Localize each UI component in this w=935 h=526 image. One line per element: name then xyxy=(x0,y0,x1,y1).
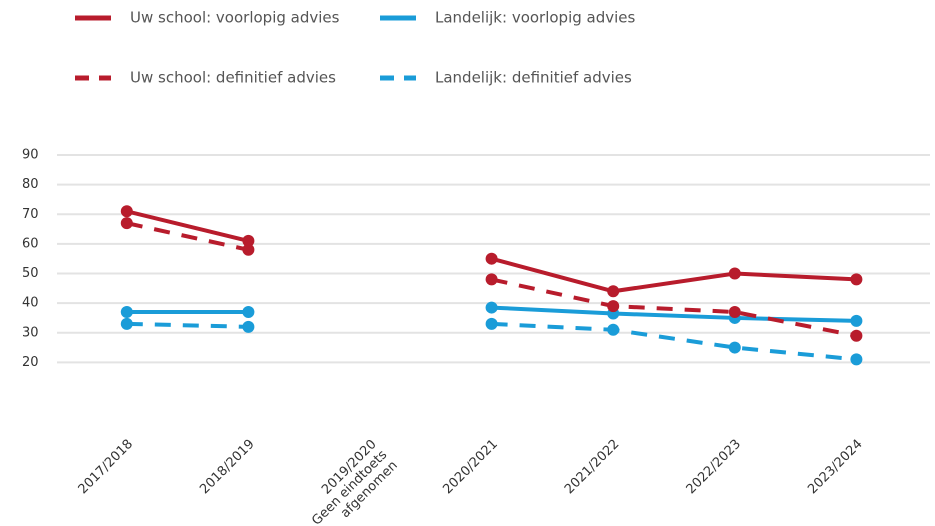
x-tick-label: 2023/2024 xyxy=(805,437,866,498)
data-point xyxy=(242,306,255,319)
y-tick-label: 60 xyxy=(22,236,39,251)
data-point xyxy=(850,273,863,286)
data-point xyxy=(120,306,133,319)
data-point xyxy=(607,323,620,336)
data-point xyxy=(607,300,620,313)
y-tick-label: 80 xyxy=(22,177,39,192)
data-point xyxy=(120,217,133,230)
data-point xyxy=(485,317,498,330)
data-point xyxy=(242,234,255,247)
y-tick-label: 40 xyxy=(22,296,39,311)
series-line xyxy=(491,321,857,362)
data-point xyxy=(120,317,133,330)
x-tick-label: 2020/2021 xyxy=(440,437,501,498)
data-point xyxy=(120,205,133,218)
y-tick-label: 30 xyxy=(22,325,39,340)
y-tick-label: 50 xyxy=(22,266,39,281)
legend-label: Landelijk: definitief advies xyxy=(435,69,632,87)
data-point xyxy=(242,243,255,256)
y-tick-label: 90 xyxy=(22,148,39,163)
legend-label: Uw school: definitief advies xyxy=(130,69,336,87)
data-point xyxy=(850,353,863,366)
series-line xyxy=(126,209,249,243)
y-tick-label: 20 xyxy=(22,355,39,370)
series-line xyxy=(491,305,857,323)
x-tick-label: 2021/2022 xyxy=(562,437,623,498)
data-point xyxy=(485,273,498,286)
y-tick-label: 70 xyxy=(22,207,39,222)
data-point xyxy=(607,285,620,298)
x-tick-label: 2019/2020Geen eindtoetsafgenomen xyxy=(298,437,400,526)
data-point xyxy=(850,314,863,327)
x-tick-label: 2017/2018 xyxy=(76,437,137,498)
data-point xyxy=(728,267,741,280)
series-line xyxy=(126,321,249,329)
data-point xyxy=(728,306,741,319)
data-point xyxy=(728,341,741,354)
data-point xyxy=(485,301,498,314)
series-line xyxy=(126,221,249,252)
data-point xyxy=(242,320,255,333)
x-tick-label: 2022/2023 xyxy=(684,437,745,498)
series-line xyxy=(491,256,857,294)
series-line xyxy=(491,277,857,338)
data-point xyxy=(485,252,498,265)
data-point xyxy=(850,329,863,342)
legend-label: Landelijk: voorlopig advies xyxy=(435,9,636,27)
legend-label: Uw school: voorlopig advies xyxy=(130,9,340,27)
x-tick-label: 2018/2019 xyxy=(197,437,258,498)
